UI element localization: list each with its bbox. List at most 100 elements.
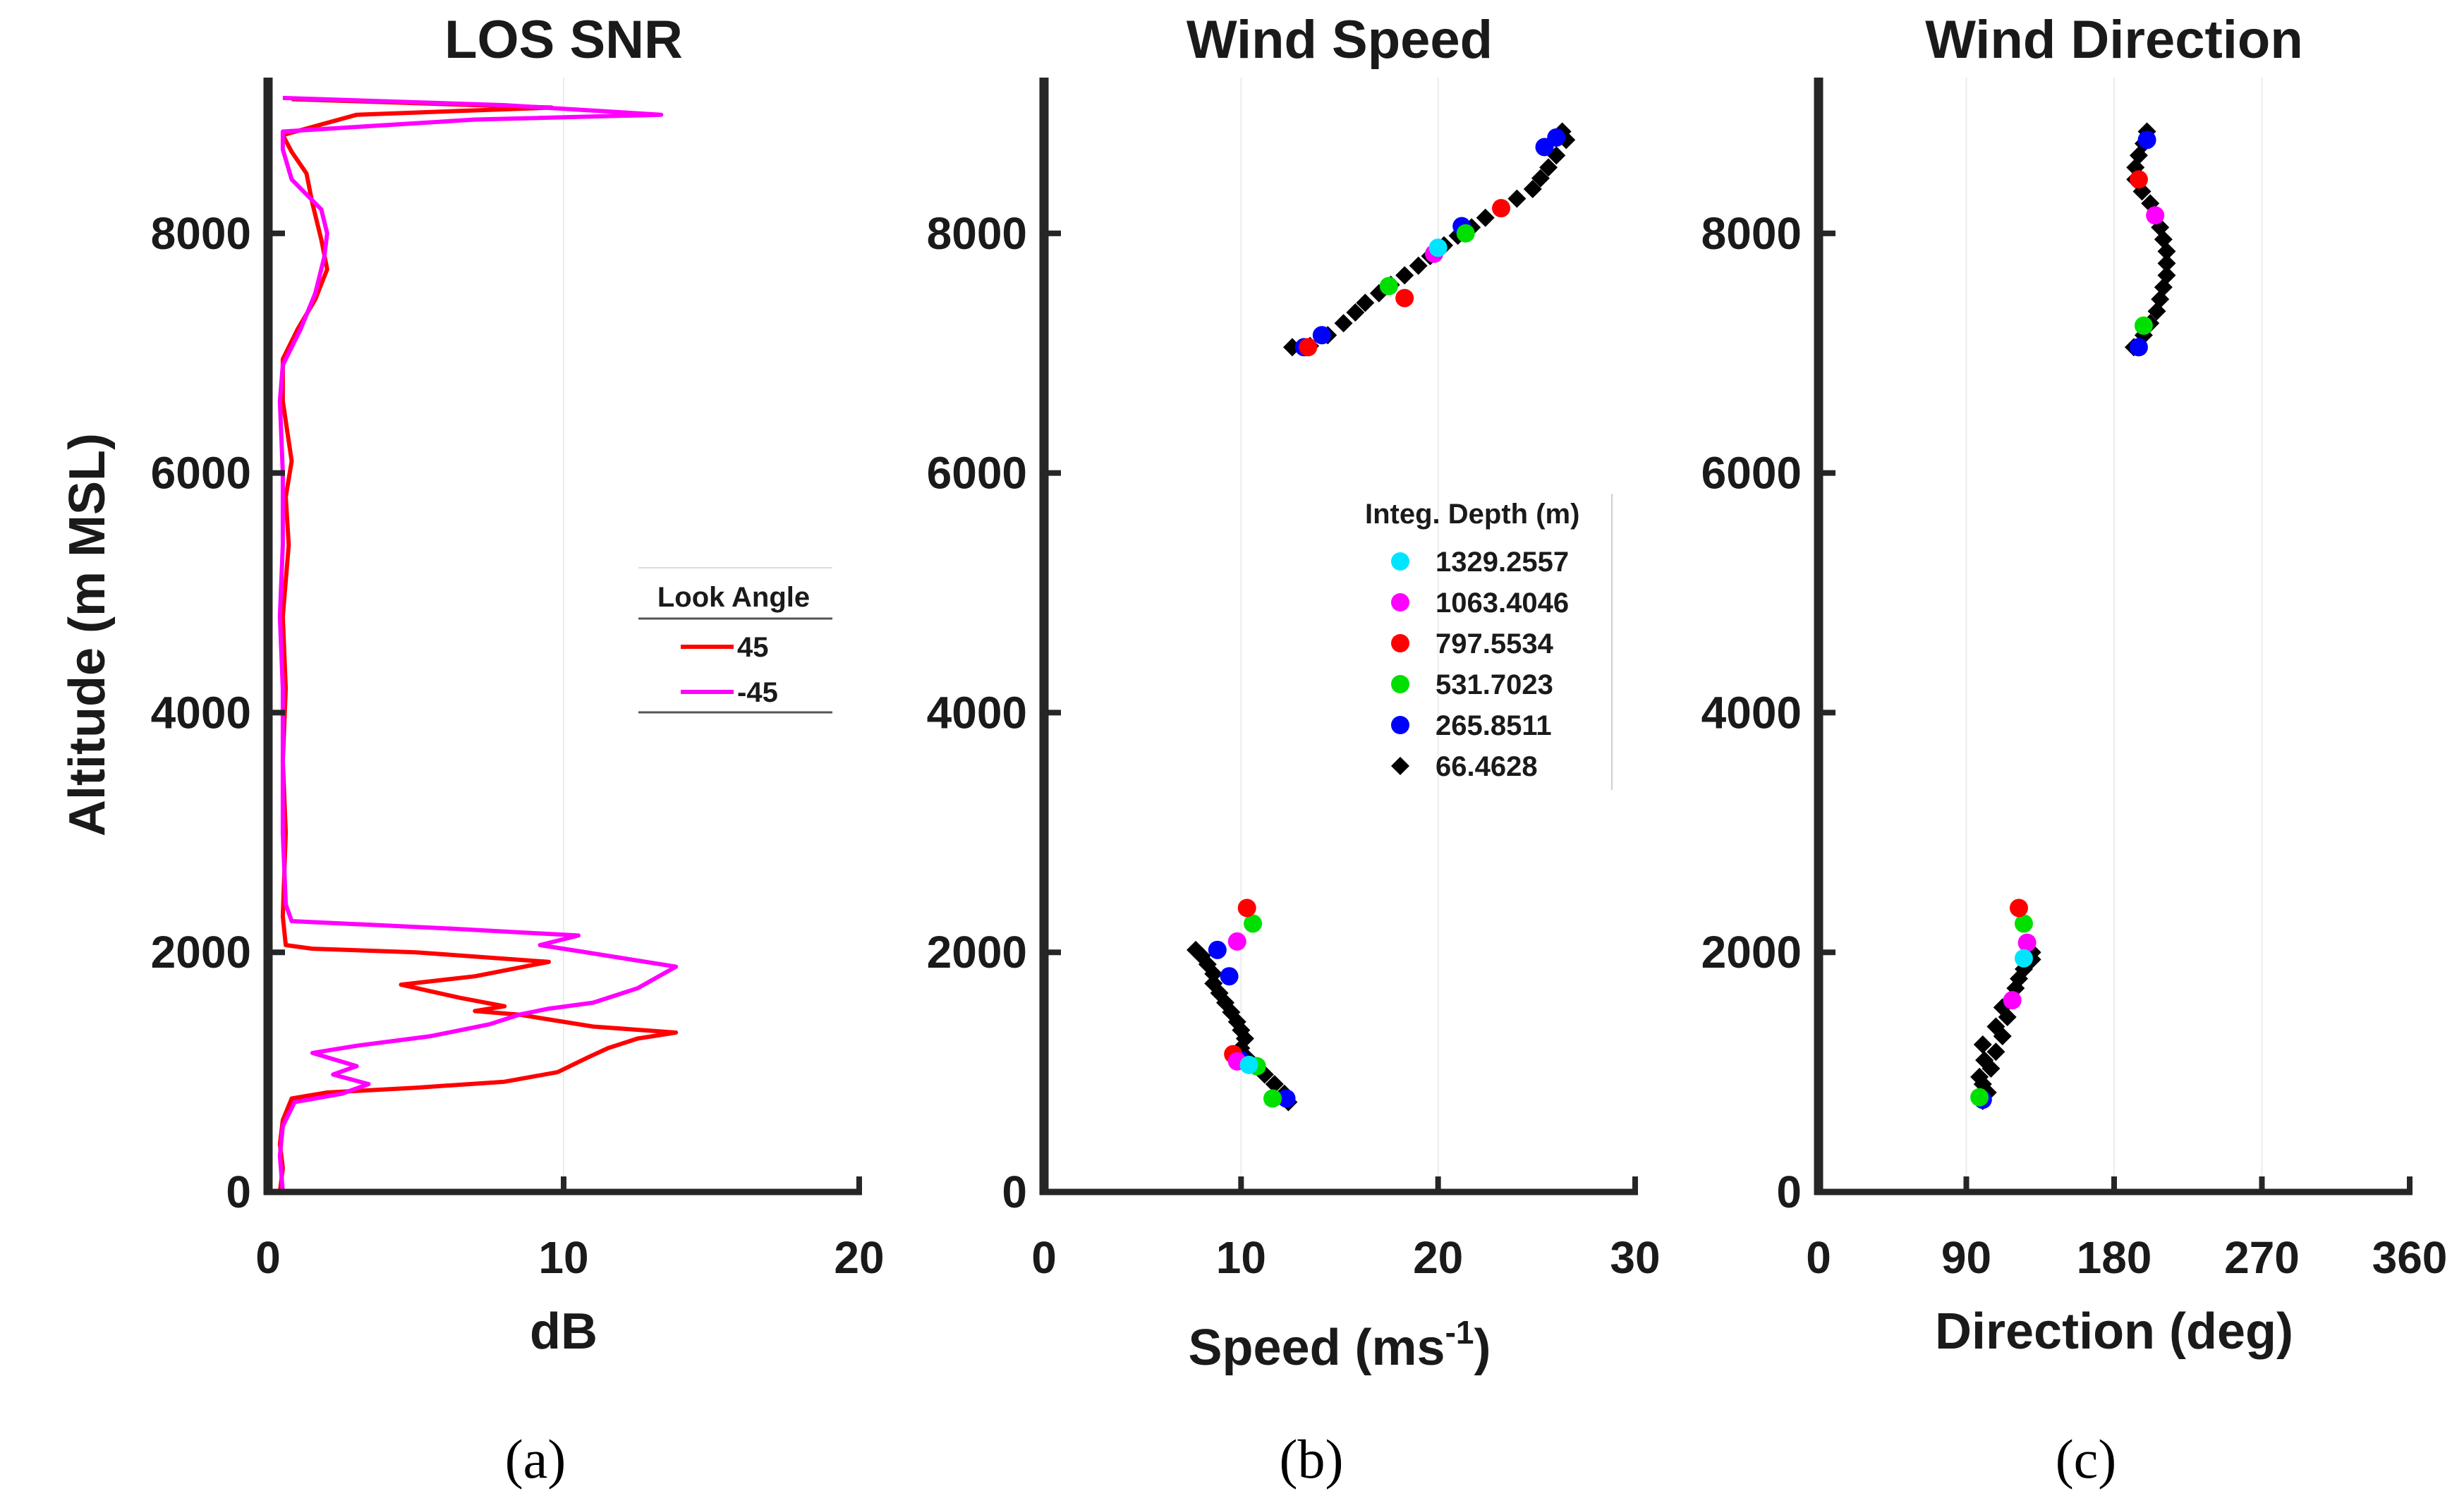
data-point [1187, 940, 1206, 959]
legend-marker [1391, 675, 1409, 693]
y-tick-label: 8000 [151, 208, 251, 259]
panel-label: (a) [505, 1428, 566, 1490]
x-tick-label: 90 [1941, 1232, 1991, 1283]
data-point [1523, 180, 1542, 198]
data-point [2009, 899, 2028, 918]
data-point [2129, 338, 2148, 357]
legend-marker [1391, 634, 1409, 652]
data-point [2014, 914, 2033, 933]
legend-label: 1063.4046 [1436, 588, 1569, 619]
chart-title: Wind Direction [1925, 10, 2303, 70]
data-point [2146, 206, 2165, 225]
data-point [1239, 1055, 1258, 1074]
data-point [1970, 1088, 1989, 1107]
x-tick-label: 180 [2077, 1232, 2152, 1283]
legend-label: 66.4628 [1436, 751, 1538, 782]
data-point [1531, 169, 1550, 188]
data-point [1204, 974, 1223, 993]
data-point [1539, 158, 1558, 177]
data-point [1492, 199, 1511, 218]
data-point [1346, 303, 1365, 322]
chart-c: 0 90 180 270 360 0 2000 4000 6000 8000 Wind Direct… [1701, 10, 2448, 1490]
data-point [1476, 208, 1495, 227]
x-tick-label: 0 [1806, 1232, 1831, 1283]
x-tick-label: 0 [255, 1232, 281, 1283]
data-point [1986, 1042, 2005, 1061]
x-tick-label: 30 [1610, 1232, 1660, 1283]
data-point [1334, 314, 1353, 333]
y-tick-label: 8000 [927, 208, 1027, 259]
legend-label: 265.8511 [1436, 710, 1552, 741]
data-point [2014, 949, 2033, 968]
panel-label: (b) [1280, 1428, 1344, 1490]
data-point [1428, 238, 1448, 257]
data-point [2129, 170, 2148, 189]
x-tick-label: 360 [2372, 1232, 2448, 1283]
y-tick-label: 2000 [1701, 927, 1802, 978]
legend-label: 531.7023 [1436, 669, 1553, 700]
data-point [2157, 266, 2176, 285]
y-tick-label: 2000 [927, 927, 1027, 978]
data-point [1208, 940, 1227, 959]
data-point [2134, 316, 2153, 335]
y-tick-label: 6000 [151, 448, 251, 499]
data-point [1547, 128, 1566, 147]
legend-label: 1329.2557 [1436, 547, 1569, 578]
x-tick-label: 270 [2224, 1232, 2300, 1283]
y-tick-label: 6000 [927, 448, 1027, 499]
x-tick-label: 20 [834, 1232, 884, 1283]
data-point [2157, 254, 2176, 273]
panel-label: (c) [2056, 1428, 2117, 1490]
y-tick-label: 0 [1776, 1167, 1802, 1217]
legend-marker [1391, 552, 1409, 571]
x-tick-label: 10 [1216, 1232, 1266, 1283]
data-point [1227, 932, 1246, 951]
data-point [1356, 293, 1375, 312]
chart-b: 0 10 20 30 0 2000 4000 6000 8000 Wind Speed Speed … [927, 10, 1661, 1490]
data-point [1395, 288, 1414, 308]
legend-label: 45 [737, 632, 769, 663]
chart-title: Wind Speed [1187, 10, 1493, 70]
x-tick-label: 20 [1413, 1232, 1463, 1283]
y-tick-label: 0 [1002, 1167, 1027, 1217]
data-point [2137, 130, 2156, 150]
x-axis-label: Direction (deg) [1935, 1303, 2293, 1360]
legend-marker [1391, 593, 1409, 611]
data-point [1456, 224, 1475, 243]
data-point [1975, 1051, 1994, 1070]
y-tick-label: 0 [226, 1167, 251, 1217]
data-point [1277, 1089, 1296, 1108]
x-axis-label: dB [530, 1303, 597, 1360]
chart-a: 0 10 20 0 2000 4000 6000 8000 LOS SNR dB Altitude … [59, 10, 885, 1490]
y-tick-label: 4000 [927, 687, 1027, 738]
data-point [1220, 967, 1239, 986]
x-axis-label: Speed (ms-1) [1188, 1314, 1491, 1376]
data-point [2017, 933, 2037, 952]
legend-label: 797.5534 [1436, 628, 1554, 659]
data-point [1312, 326, 1331, 345]
y-axis-label: Altitude (m MSL) [59, 433, 116, 836]
legend-label: -45 [737, 677, 778, 708]
data-point [1244, 914, 1263, 933]
y-tick-label: 2000 [151, 927, 251, 978]
y-tick-label: 6000 [1701, 448, 1802, 499]
data-point [2003, 991, 2022, 1010]
series-line--45 [277, 95, 679, 1193]
y-tick-label: 4000 [1701, 687, 1802, 738]
data-point [1263, 1089, 1282, 1108]
legend-title: Integ. Depth (m) [1365, 499, 1579, 530]
y-tick-label: 4000 [151, 687, 251, 738]
data-point [1973, 1035, 1992, 1054]
legend-marker [1391, 757, 1409, 775]
chart-title: LOS SNR [444, 10, 683, 70]
data-point [1970, 1067, 1989, 1086]
data-point [1507, 189, 1527, 208]
data-point [1409, 256, 1428, 275]
x-tick-label: 0 [1031, 1232, 1057, 1283]
x-tick-label: 10 [538, 1232, 588, 1283]
data-point [1265, 1075, 1284, 1094]
y-tick-label: 8000 [1701, 208, 1802, 259]
data-point [1379, 276, 1398, 296]
legend-marker [1391, 716, 1409, 734]
